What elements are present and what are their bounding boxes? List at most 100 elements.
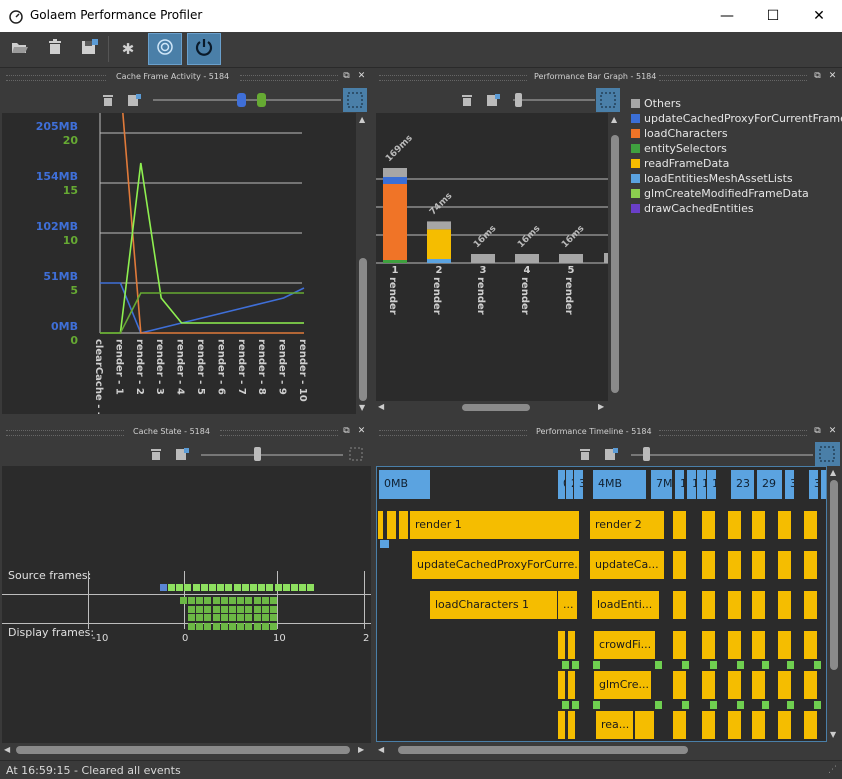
memory-block[interactable]: 0 — [558, 470, 566, 499]
horizontal-scrollbar[interactable]: ◀ — [376, 743, 827, 757]
memory-block[interactable]: 2 — [566, 470, 574, 499]
timeline-marker[interactable] — [814, 661, 822, 669]
timeline-marker[interactable] — [737, 661, 745, 669]
timeline-event[interactable] — [728, 711, 742, 739]
memory-block[interactable]: 29 — [757, 470, 783, 499]
delete-icon[interactable] — [459, 92, 475, 108]
timeline-event[interactable]: updateCa... — [590, 551, 665, 579]
timeline-event[interactable] — [673, 671, 687, 699]
timeline-marker[interactable] — [814, 701, 822, 709]
timeline-event[interactable] — [702, 591, 716, 619]
timeline-event[interactable] — [399, 511, 409, 539]
scroll-down-icon[interactable]: ▼ — [359, 403, 366, 412]
zoom-fit-button[interactable] — [596, 88, 620, 112]
memory-block[interactable]: 4MB — [593, 470, 647, 499]
timeline-event[interactable] — [673, 591, 687, 619]
panel-grip[interactable] — [379, 430, 527, 436]
float-icon[interactable]: ⧉ — [814, 71, 821, 81]
scroll-up-icon[interactable]: ▲ — [830, 468, 837, 477]
timeline-event[interactable] — [752, 591, 766, 619]
memory-block[interactable]: 4 — [821, 470, 826, 499]
save-icon[interactable] — [486, 92, 502, 108]
memory-block[interactable]: 12 — [687, 470, 697, 499]
timeline-marker[interactable] — [572, 661, 580, 669]
save-button[interactable] — [76, 35, 104, 63]
scroll-left-icon[interactable]: ◀ — [378, 745, 385, 754]
timeline-event[interactable] — [804, 671, 818, 699]
timeline-event[interactable] — [778, 671, 792, 699]
zoom-fit-button[interactable] — [343, 88, 367, 112]
close-button[interactable]: ✕ — [796, 0, 842, 32]
timeline-event[interactable] — [568, 631, 576, 659]
timeline-marker[interactable] — [380, 540, 390, 548]
record-button[interactable] — [148, 33, 182, 65]
slider-track[interactable] — [201, 454, 343, 456]
timeline-marker[interactable] — [593, 701, 601, 709]
settings-button[interactable]: ✱ — [114, 35, 142, 63]
timeline-marker[interactable] — [762, 661, 770, 669]
range-slider-track[interactable] — [153, 99, 341, 101]
zoom-fit-icon[interactable] — [348, 446, 364, 462]
timeline-event[interactable] — [804, 631, 818, 659]
scrollbar-thumb[interactable] — [611, 135, 619, 393]
panel-close-icon[interactable]: ✕ — [357, 426, 366, 436]
timeline-event[interactable] — [728, 671, 742, 699]
scroll-left-icon[interactable]: ◀ — [4, 745, 11, 754]
scroll-up-icon[interactable]: ▲ — [359, 115, 366, 124]
timeline-marker[interactable] — [562, 701, 570, 709]
panel-grip[interactable] — [6, 430, 124, 436]
memory-block[interactable]: 1 — [697, 470, 707, 499]
scroll-down-icon[interactable]: ▼ — [830, 730, 837, 739]
scrollbar-thumb[interactable] — [462, 404, 530, 411]
timeline-event[interactable] — [804, 591, 818, 619]
timeline-event[interactable] — [728, 551, 742, 579]
timeline-event[interactable] — [702, 711, 716, 739]
panel-grip[interactable] — [659, 75, 807, 81]
float-icon[interactable]: ⧉ — [343, 426, 350, 436]
timeline-event[interactable] — [752, 631, 766, 659]
timeline-marker[interactable] — [762, 701, 770, 709]
timeline-event[interactable]: loadEnti... — [592, 591, 660, 619]
delete-icon[interactable] — [100, 92, 116, 108]
slider-track[interactable] — [631, 454, 813, 456]
scrollbar-thumb[interactable] — [359, 258, 367, 401]
timeline-event[interactable] — [673, 631, 687, 659]
timeline-event[interactable]: render 1 — [410, 511, 580, 539]
timeline-event[interactable] — [558, 671, 566, 699]
timeline-event[interactable] — [702, 631, 716, 659]
timeline-marker[interactable] — [593, 661, 601, 669]
timeline-event[interactable] — [387, 511, 397, 539]
slider-handle[interactable] — [254, 447, 261, 461]
memory-block[interactable]: 0MB — [379, 470, 431, 499]
delete-icon[interactable] — [148, 446, 164, 462]
timeline-event[interactable]: updateCachedProxyForCurre... — [412, 551, 580, 579]
timeline-event[interactable] — [804, 551, 818, 579]
delete-button[interactable] — [41, 35, 69, 63]
timeline-event[interactable] — [804, 711, 818, 739]
float-icon[interactable]: ⧉ — [343, 71, 350, 81]
minimize-button[interactable]: — — [704, 0, 750, 32]
timeline-event[interactable] — [728, 591, 742, 619]
timeline-marker[interactable] — [682, 701, 690, 709]
timeline-event[interactable] — [728, 631, 742, 659]
vertical-scrollbar[interactable]: ▲ ▼ — [827, 466, 841, 742]
save-icon[interactable] — [127, 92, 143, 108]
scroll-right-icon[interactable]: ▶ — [598, 402, 605, 411]
scrollbar-thumb[interactable] — [830, 480, 838, 670]
panel-close-icon[interactable]: ✕ — [828, 71, 837, 81]
memory-block[interactable]: 18 — [707, 470, 717, 499]
range-slider-handle-min[interactable] — [237, 93, 246, 107]
scroll-up-icon[interactable]: ▲ — [611, 115, 618, 124]
memory-block[interactable]: 1 — [675, 470, 685, 499]
save-icon[interactable] — [604, 446, 620, 462]
scrollbar-thumb[interactable] — [398, 746, 688, 754]
slider-track[interactable] — [513, 99, 595, 101]
timeline-event[interactable] — [558, 711, 566, 739]
timeline-event[interactable] — [752, 711, 766, 739]
timeline-marker[interactable] — [572, 701, 580, 709]
timeline-event[interactable] — [778, 591, 792, 619]
scroll-right-icon[interactable]: ▶ — [358, 745, 365, 754]
timeline-event[interactable] — [778, 511, 792, 539]
timeline-event[interactable] — [752, 671, 766, 699]
timeline-marker[interactable] — [787, 701, 795, 709]
